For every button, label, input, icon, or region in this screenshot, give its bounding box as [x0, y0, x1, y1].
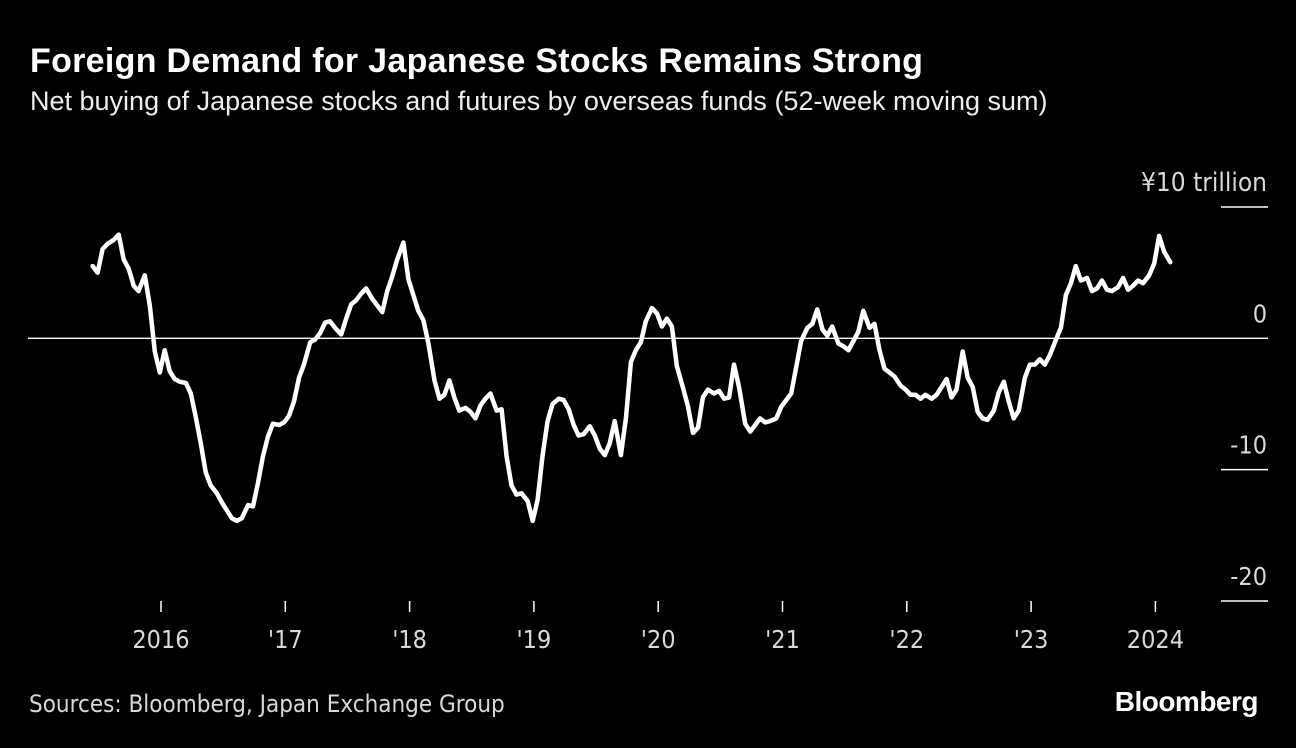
- x-tick-label: 2016: [132, 625, 189, 654]
- source-note: Sources: Bloomberg, Japan Exchange Group: [29, 690, 505, 718]
- x-axis: 2016 '17 '18 '19 '20 '21 '22 '23 2024: [132, 601, 1184, 654]
- x-tick-label: '18: [392, 625, 427, 654]
- chart-subtitle: Net buying of Japanese stocks and future…: [30, 86, 1048, 116]
- y-tick-label: -10: [1230, 431, 1267, 460]
- y-tick-label: 0: [1253, 299, 1267, 328]
- chart-title: Foreign Demand for Japanese Stocks Remai…: [30, 42, 924, 80]
- bloomberg-logo: Bloomberg: [1114, 686, 1259, 717]
- x-tick-label: '19: [517, 625, 552, 654]
- series-layer: [90, 232, 1173, 524]
- series-line-0: [90, 232, 1173, 524]
- x-tick-label: '23: [1014, 625, 1049, 654]
- y-tick-label: ¥10 trillion: [1141, 168, 1267, 198]
- x-tick-label: '21: [765, 625, 800, 654]
- x-tick-label: '20: [641, 625, 676, 654]
- x-tick-label: '17: [268, 625, 303, 654]
- y-tick-label: -20: [1230, 562, 1267, 591]
- y-axis: ¥10 trillion 0 -10 -20: [28, 168, 1268, 602]
- x-tick-label: '22: [889, 625, 924, 654]
- x-tick-label: 2024: [1127, 625, 1184, 654]
- line-chart: ¥10 trillion 0 -10 -20 2016 '17 '18 '19 '20 '21 '…: [28, 168, 1268, 654]
